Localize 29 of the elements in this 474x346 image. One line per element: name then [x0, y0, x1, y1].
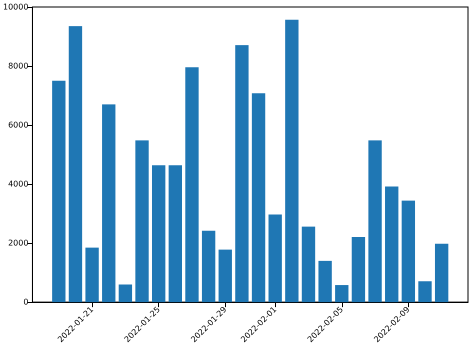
bar — [385, 186, 398, 302]
bar — [168, 165, 182, 302]
bar — [252, 93, 266, 302]
bar — [68, 26, 82, 302]
bar — [85, 248, 99, 302]
y-tick-label: 6000 — [8, 120, 28, 130]
y-tick-label: 10000 — [2, 2, 28, 12]
bar — [318, 260, 332, 302]
y-tick-label: 4000 — [8, 180, 28, 189]
y-tick-label: 8000 — [8, 62, 28, 71]
bar — [268, 214, 282, 302]
bar — [285, 20, 299, 302]
bar — [102, 104, 116, 302]
bar — [185, 67, 199, 302]
bar — [352, 236, 366, 302]
bar — [368, 140, 382, 302]
bar — [335, 285, 348, 302]
y-tick-label: 2000 — [8, 238, 28, 248]
bar — [135, 140, 149, 302]
bar — [202, 230, 216, 302]
bar — [218, 250, 232, 302]
bar — [52, 80, 66, 302]
bar — [302, 226, 316, 302]
bar — [118, 284, 132, 302]
bar — [235, 45, 249, 302]
bar — [152, 165, 166, 302]
bar — [434, 244, 448, 302]
bar — [418, 281, 432, 302]
bar — [402, 200, 416, 302]
